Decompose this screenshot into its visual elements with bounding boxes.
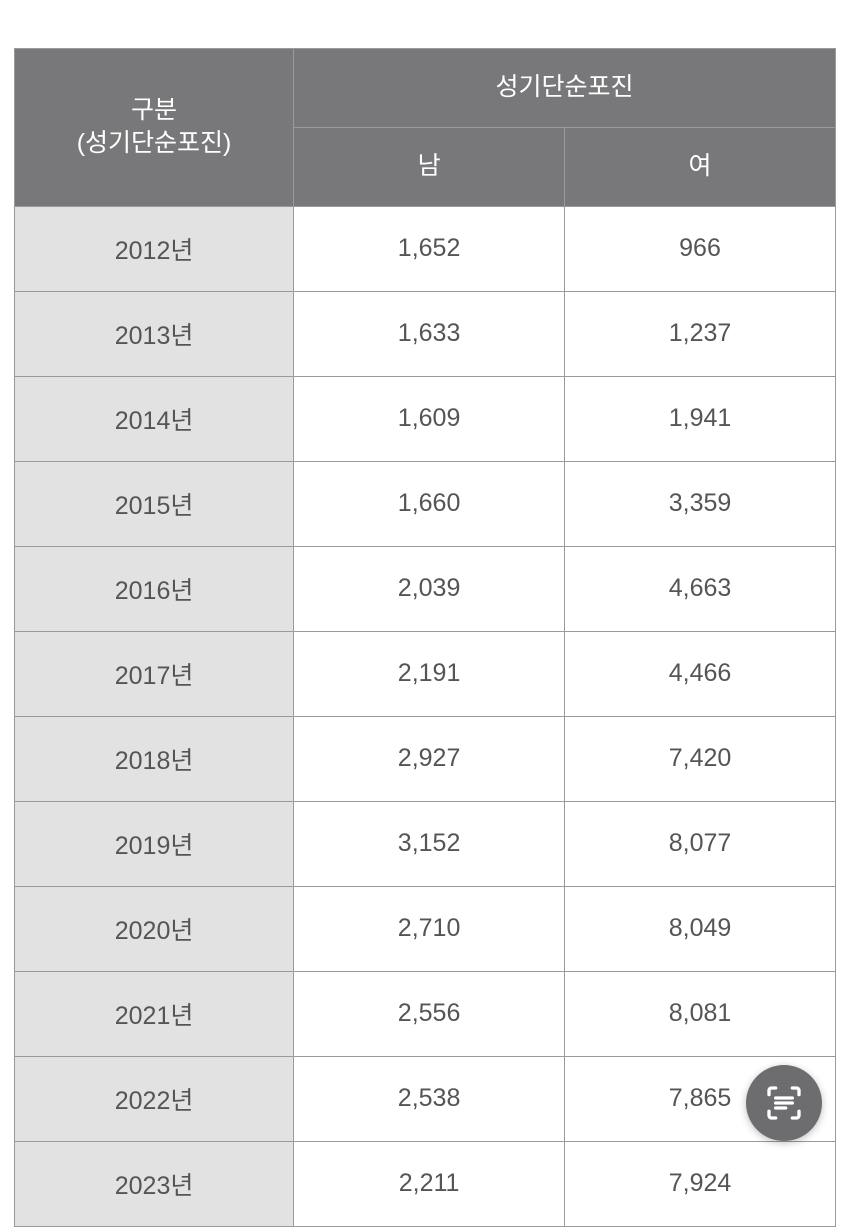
male-cell: 2,211: [294, 1141, 565, 1226]
female-cell: 4,663: [565, 546, 836, 631]
male-cell: 1,660: [294, 461, 565, 546]
year-cell: 2022년: [15, 1056, 294, 1141]
female-cell: 4,466: [565, 631, 836, 716]
year-cell: 2021년: [15, 971, 294, 1056]
male-cell: 2,191: [294, 631, 565, 716]
header-category-label: 구분(성기단순포진): [77, 96, 232, 158]
female-cell: 966: [565, 206, 836, 291]
female-cell: 1,941: [565, 376, 836, 461]
male-cell: 2,710: [294, 886, 565, 971]
table-row: 2013년1,6331,237: [15, 291, 836, 376]
female-cell: 8,081: [565, 971, 836, 1056]
female-cell: 1,237: [565, 291, 836, 376]
male-cell: 1,652: [294, 206, 565, 291]
year-cell: 2018년: [15, 716, 294, 801]
table-row: 2018년2,9277,420: [15, 716, 836, 801]
female-cell: 8,049: [565, 886, 836, 971]
year-cell: 2014년: [15, 376, 294, 461]
table-row: 2012년1,652966: [15, 206, 836, 291]
female-cell: 3,359: [565, 461, 836, 546]
scan-text-icon: [764, 1083, 804, 1123]
female-cell: 7,924: [565, 1141, 836, 1226]
female-cell: 7,420: [565, 716, 836, 801]
header-male-label: 남: [418, 152, 441, 180]
header-female: 여: [565, 127, 836, 206]
table-row: 2014년1,6091,941: [15, 376, 836, 461]
table-body: 2012년1,6529662013년1,6331,2372014년1,6091,…: [15, 206, 836, 1226]
table-row: 2022년2,5387,865: [15, 1056, 836, 1141]
female-cell: 8,077: [565, 801, 836, 886]
header-female-label: 여: [689, 152, 712, 180]
table-row: 2023년2,2117,924: [15, 1141, 836, 1226]
table-row: 2020년2,7108,049: [15, 886, 836, 971]
year-cell: 2023년: [15, 1141, 294, 1226]
year-cell: 2019년: [15, 801, 294, 886]
header-group-label: 성기단순포진: [496, 73, 634, 101]
male-cell: 2,556: [294, 971, 565, 1056]
male-cell: 1,633: [294, 291, 565, 376]
header-group: 성기단순포진: [294, 49, 836, 128]
year-cell: 2012년: [15, 206, 294, 291]
year-cell: 2013년: [15, 291, 294, 376]
male-cell: 2,039: [294, 546, 565, 631]
year-cell: 2017년: [15, 631, 294, 716]
table-row: 2017년2,1914,466: [15, 631, 836, 716]
header-male: 남: [294, 127, 565, 206]
year-cell: 2015년: [15, 461, 294, 546]
header-category: 구분(성기단순포진): [15, 49, 294, 207]
data-table: 구분(성기단순포진) 성기단순포진 남 여 2012년1,6529662013년…: [14, 48, 836, 1227]
table-row: 2015년1,6603,359: [15, 461, 836, 546]
male-cell: 2,927: [294, 716, 565, 801]
table-row: 2016년2,0394,663: [15, 546, 836, 631]
male-cell: 2,538: [294, 1056, 565, 1141]
table-row: 2019년3,1528,077: [15, 801, 836, 886]
year-cell: 2016년: [15, 546, 294, 631]
table-row: 2021년2,5568,081: [15, 971, 836, 1056]
male-cell: 3,152: [294, 801, 565, 886]
year-cell: 2020년: [15, 886, 294, 971]
scan-text-button[interactable]: [746, 1065, 822, 1141]
male-cell: 1,609: [294, 376, 565, 461]
